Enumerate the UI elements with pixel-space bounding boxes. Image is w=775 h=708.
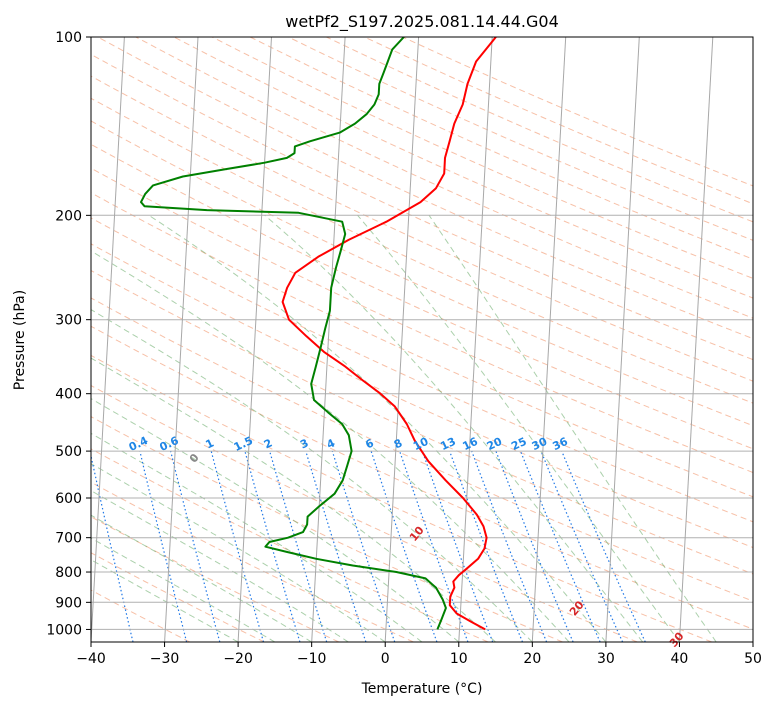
y-tick-label: 300 xyxy=(55,313,82,329)
isotherm-gridline xyxy=(164,37,199,642)
dry-adiabat-line xyxy=(91,243,753,549)
dry-adiabat-line xyxy=(91,481,414,642)
mixing-ratio-line xyxy=(170,450,221,642)
chart-title: wetPf2_S197.2025.081.14.44.G04 xyxy=(285,12,559,32)
dry-adiabat-line xyxy=(91,97,753,404)
mixing-ratio-line xyxy=(305,450,367,642)
mixing-ratio-label: 16 xyxy=(461,435,481,453)
dry-adiabat-line xyxy=(364,37,753,205)
mixing-ratio-line xyxy=(244,450,301,642)
moist-adiabat-line xyxy=(357,214,680,642)
dry-adiabat-line xyxy=(288,37,753,241)
dry-adiabat-line xyxy=(211,37,753,279)
x-tick-label: 0 xyxy=(381,651,390,667)
x-tick-label: −40 xyxy=(76,651,106,667)
mixing-ratio-label: 10 xyxy=(411,435,431,453)
plot-frame xyxy=(90,36,754,643)
background-lines xyxy=(91,37,753,642)
mixing-ratio-label: 13 xyxy=(438,435,457,453)
isotherm-gridline xyxy=(237,37,272,642)
mixing-ratio-label: 30 xyxy=(530,435,550,453)
moist-adiabat-line xyxy=(91,432,423,642)
mixing-ratio-line xyxy=(540,450,624,642)
mixing-ratio-line xyxy=(91,453,134,642)
mixing-ratio-line xyxy=(210,450,265,642)
dewpoint-profile xyxy=(140,37,447,630)
y-tick-label: 1000 xyxy=(46,622,82,638)
dry-adiabat-line xyxy=(91,167,753,474)
dry-adiabat-line xyxy=(91,120,753,427)
moist-adiabat-line xyxy=(264,214,644,642)
x-tick-label: 40 xyxy=(671,651,689,667)
y-tick-label: 400 xyxy=(55,387,82,403)
y-tick-label: 500 xyxy=(55,444,82,460)
y-tick-label: 800 xyxy=(55,565,82,581)
mixing-ratio-label: 20 xyxy=(485,435,505,453)
isotherm-gridline xyxy=(384,37,420,642)
mixing-ratio-line xyxy=(561,450,646,642)
mixing-ratio-label: 36 xyxy=(551,435,571,453)
y-axis: 1000 900 800 700 600 500 400 300 200 100 xyxy=(46,30,91,638)
x-axis-label: Temperature (°C) xyxy=(361,681,483,697)
y-tick-label: 700 xyxy=(55,531,82,547)
x-axis: −40 −30 −20 −10 0 10 20 30 40 50 xyxy=(76,642,762,667)
dry-adiabat-line xyxy=(91,192,753,498)
profile-lines xyxy=(140,37,497,631)
y-axis-label: Pressure (hPa) xyxy=(12,290,28,390)
moist-adiabat-line xyxy=(91,309,533,642)
y-tick-label: 900 xyxy=(55,595,82,611)
dry-adiabat-line xyxy=(91,269,753,575)
moist-adiabat-line xyxy=(91,490,349,642)
mixing-ratio-line xyxy=(519,450,601,642)
mixing-ratio-line xyxy=(269,450,328,642)
mixing-ratio-line xyxy=(139,450,188,642)
temperature-profile xyxy=(281,37,497,631)
mixing-ratio-line xyxy=(399,450,469,642)
x-tick-label: −30 xyxy=(150,651,180,667)
grid-lines xyxy=(91,37,753,642)
moist-adiabat-line xyxy=(91,463,386,642)
x-tick-label: 10 xyxy=(450,651,468,667)
dry-adiabat-line xyxy=(173,37,753,299)
isotherm-gridline xyxy=(311,37,346,642)
dry-adiabat-line xyxy=(326,37,753,223)
dry-adiabat-line xyxy=(91,75,753,382)
moist-adiabat-line xyxy=(428,215,717,642)
dry-adiabat-line xyxy=(91,53,753,361)
moist-adiabat-line xyxy=(91,537,276,642)
x-tick-label: 50 xyxy=(744,651,762,667)
moist-adiabat-line xyxy=(91,514,312,642)
mixing-ratio-line xyxy=(331,450,396,642)
x-tick-label: −20 xyxy=(223,651,253,667)
y-tick-label: 100 xyxy=(55,30,82,46)
isotherm-gridline xyxy=(531,37,567,642)
dry-adiabat-line xyxy=(91,354,712,642)
isotherm-gridline xyxy=(458,37,493,642)
mixing-ratio-line xyxy=(370,450,438,642)
isotherm-gridline xyxy=(605,37,640,642)
mixing-ratio-label: 25 xyxy=(509,435,528,453)
dry-adiabat-line xyxy=(249,37,753,260)
x-tick-label: 30 xyxy=(597,651,615,667)
x-tick-label: −10 xyxy=(297,651,327,667)
x-tick-label: 20 xyxy=(523,651,541,667)
moist-adiabat-line xyxy=(91,357,496,642)
dry-adiabat-line xyxy=(91,384,638,642)
y-tick-label: 600 xyxy=(55,491,82,507)
isotherm-gridline xyxy=(91,37,125,642)
y-tick-label: 200 xyxy=(55,208,82,224)
isotherm-gridline xyxy=(678,37,714,642)
dry-adiabat-line xyxy=(91,143,753,450)
